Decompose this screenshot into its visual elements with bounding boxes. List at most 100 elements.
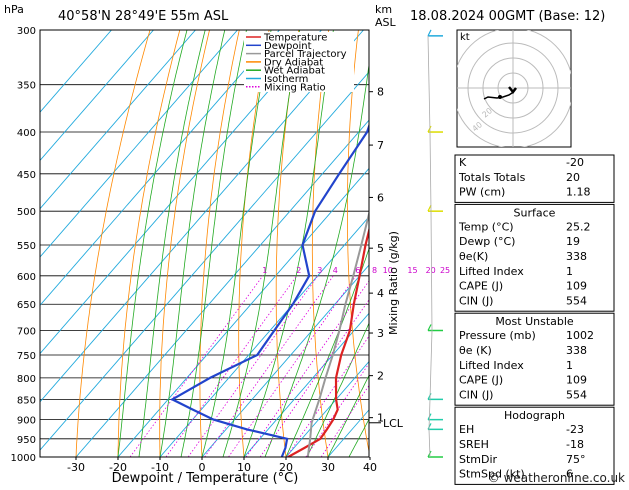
isotherm bbox=[34, 30, 405, 457]
pressure-tick-label: 350 bbox=[17, 81, 36, 92]
datetime-title: 18.08.2024 00GMT (Base: 12) bbox=[410, 9, 605, 24]
y-axis-right-label: Mixing Ratio (g/kg) bbox=[387, 231, 400, 335]
wet-adiabat bbox=[286, 30, 422, 457]
pressure-tick-label: 400 bbox=[17, 128, 36, 139]
x-axis-label: Dewpoint / Temperature (°C) bbox=[112, 471, 299, 486]
index-label: EH bbox=[459, 423, 474, 436]
index-value: 109 bbox=[566, 374, 587, 387]
index-value: 1.18 bbox=[566, 186, 591, 199]
mixing-ratio-label: 2 bbox=[296, 266, 301, 275]
mixing-ratio-label: 20 bbox=[426, 266, 436, 275]
index-label: CIN (J) bbox=[459, 388, 493, 401]
mixing-ratio-label: 25 bbox=[440, 266, 450, 275]
index-value: 75° bbox=[566, 453, 586, 466]
copyright: © weatheronline.co.uk bbox=[488, 471, 625, 485]
dry-adiabat bbox=[414, 30, 454, 457]
dry-adiabat bbox=[118, 30, 180, 457]
pressure-tick-label: 450 bbox=[17, 170, 36, 181]
asl-label: ASL bbox=[375, 16, 397, 29]
hodograph-kt-label: kt bbox=[460, 32, 470, 43]
mixing-ratio-label: 1 bbox=[262, 266, 267, 275]
km-label: km bbox=[375, 3, 392, 16]
hpa-label: hPa bbox=[4, 3, 24, 16]
index-label: CAPE (J) bbox=[459, 374, 503, 387]
index-value: 1 bbox=[566, 265, 573, 278]
index-value: 554 bbox=[566, 388, 587, 401]
wet-adiabat bbox=[118, 30, 187, 457]
index-label: Lifted Index bbox=[459, 265, 524, 278]
height-tick-label: 2 bbox=[377, 370, 384, 383]
storm-motion-marker bbox=[498, 95, 502, 99]
hodograph: 40 20 kt bbox=[453, 28, 573, 148]
wet-adiabat bbox=[160, 30, 225, 457]
mixing-ratio-label: 15 bbox=[407, 266, 417, 275]
pressure-tick-label: 700 bbox=[17, 327, 36, 338]
pressure-tick-label: 500 bbox=[17, 207, 36, 218]
height-tick-label: 6 bbox=[377, 191, 384, 204]
index-label: StmDir bbox=[459, 453, 498, 466]
dry-adiabat bbox=[276, 30, 299, 457]
index-value: -20 bbox=[566, 156, 584, 169]
index-value: 1002 bbox=[566, 329, 594, 342]
index-label: θe(K) bbox=[459, 250, 488, 263]
index-value: 1 bbox=[566, 359, 573, 372]
lcl-label: LCL bbox=[383, 417, 404, 430]
location-title: 40°58'N 28°49'E 55m ASL bbox=[58, 9, 229, 24]
pressure-tick-label: 750 bbox=[17, 351, 36, 362]
height-tick-label: 5 bbox=[377, 242, 384, 255]
index-label: SREH bbox=[459, 438, 489, 451]
dry-adiabat bbox=[76, 30, 150, 457]
index-label: Pressure (mb) bbox=[459, 329, 536, 342]
mixing-ratio-label: 4 bbox=[333, 266, 338, 275]
index-value: 19 bbox=[566, 235, 580, 248]
mixing-ratio-label: 6 bbox=[355, 266, 360, 275]
pressure-tick-label: 800 bbox=[17, 374, 36, 385]
index-label: θe (K) bbox=[459, 344, 492, 357]
mixing-ratio-line bbox=[306, 276, 429, 457]
index-value: 338 bbox=[566, 344, 587, 357]
index-label: Dewp (°C) bbox=[459, 235, 515, 248]
index-value: 109 bbox=[566, 280, 587, 293]
height-tick-label: 3 bbox=[377, 327, 384, 340]
wind-barb-feather bbox=[428, 325, 431, 331]
wind-barb-feather bbox=[428, 30, 431, 36]
index-value: 25.2 bbox=[566, 220, 591, 233]
mixing-ratio-line bbox=[205, 276, 334, 457]
wind-barb-feather bbox=[428, 393, 431, 399]
pressure-tick-label: 900 bbox=[17, 416, 36, 427]
pressure-tick-label: 1000 bbox=[11, 453, 36, 464]
index-value: -23 bbox=[566, 423, 584, 436]
index-value: 20 bbox=[566, 171, 580, 184]
index-value: 554 bbox=[566, 294, 587, 307]
pressure-tick-label: 850 bbox=[17, 395, 36, 406]
index-label: Lifted Index bbox=[459, 359, 524, 372]
index-label: K bbox=[459, 156, 467, 169]
surface-box-title: Surface bbox=[514, 206, 556, 219]
index-label: PW (cm) bbox=[459, 186, 505, 199]
index-label: Totals Totals bbox=[458, 171, 526, 184]
index-value: -18 bbox=[566, 438, 584, 451]
pressure-tick-label: 950 bbox=[17, 435, 36, 446]
pressure-axis: 300 350 400 450 500 550 600 650 700 750 800 850 900 9… bbox=[11, 26, 36, 464]
x-tick-label: -30 bbox=[67, 461, 85, 474]
index-label: CIN (J) bbox=[459, 294, 493, 307]
pressure-tick-label: 650 bbox=[17, 300, 36, 311]
legend-entry: Mixing Ratio bbox=[264, 82, 326, 93]
pressure-tick-label: 300 bbox=[17, 26, 36, 37]
index-label: CAPE (J) bbox=[459, 280, 503, 293]
x-tick-label: 30 bbox=[321, 461, 335, 474]
mixing-ratio-label: 3 bbox=[317, 266, 322, 275]
dry-adiabat bbox=[239, 30, 269, 457]
wind-barbs bbox=[428, 30, 443, 457]
mixing-ratio-label: 8 bbox=[372, 266, 377, 275]
height-tick-label: 4 bbox=[377, 287, 384, 300]
pressure-tick-label: 600 bbox=[17, 272, 36, 283]
pressure-tick-label: 550 bbox=[17, 241, 36, 252]
height-tick-label: 7 bbox=[377, 139, 384, 152]
height-tick-label: 8 bbox=[377, 86, 384, 99]
x-tick-label: 40 bbox=[363, 461, 377, 474]
